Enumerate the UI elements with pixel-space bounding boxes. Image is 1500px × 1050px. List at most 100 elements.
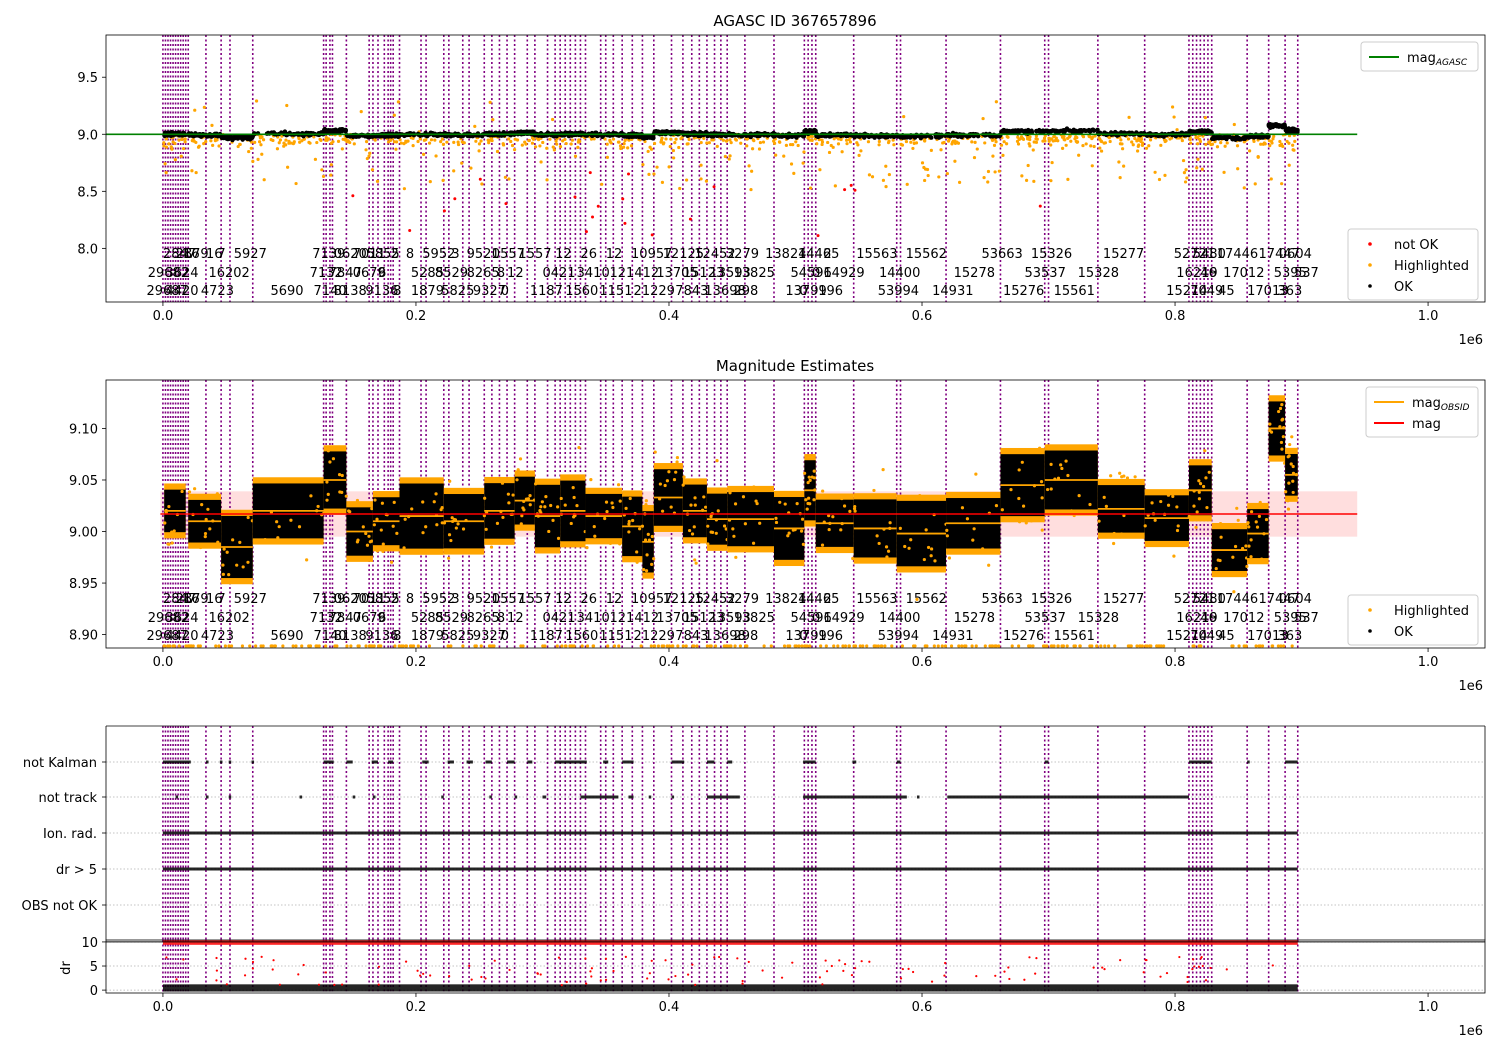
highlighted-point bbox=[1291, 464, 1295, 469]
highlighted-point bbox=[922, 165, 926, 170]
highlighted-point bbox=[538, 509, 542, 513]
ok-point bbox=[1007, 128, 1012, 134]
legend-dot-marker bbox=[1368, 608, 1372, 612]
highlighted-point bbox=[1198, 139, 1203, 144]
highlighted-point bbox=[474, 644, 478, 648]
highlighted-point bbox=[820, 543, 825, 547]
obsid-label: 5480 bbox=[1193, 247, 1226, 262]
highlighted-point bbox=[381, 549, 385, 553]
obsid-label: 7132 bbox=[310, 266, 343, 281]
obsid-label: 17446 bbox=[1217, 592, 1258, 607]
not-ok-point bbox=[842, 969, 845, 973]
highlighted-point bbox=[364, 148, 368, 152]
highlighted-point bbox=[1119, 532, 1124, 536]
highlighted-point bbox=[973, 140, 977, 144]
obsid-label: 298 bbox=[734, 629, 759, 644]
ok-point bbox=[1264, 134, 1269, 139]
highlighted-point bbox=[446, 644, 450, 648]
not-ok-point bbox=[650, 959, 653, 962]
highlighted-point bbox=[251, 159, 255, 163]
highlighted-point bbox=[831, 515, 835, 519]
highlighted-point bbox=[1069, 139, 1073, 143]
highlighted-point bbox=[324, 644, 328, 648]
highlighted-point bbox=[292, 140, 296, 144]
highlighted-point bbox=[706, 542, 710, 546]
highlighted-point bbox=[356, 538, 360, 542]
highlighted-point bbox=[682, 475, 686, 479]
ok-point bbox=[1089, 128, 1095, 133]
highlighted-point bbox=[315, 644, 319, 648]
highlighted-point bbox=[891, 138, 895, 142]
highlighted-point bbox=[887, 172, 891, 177]
highlighted-point bbox=[877, 143, 881, 147]
highlighted-point bbox=[912, 141, 916, 145]
highlighted-point bbox=[483, 496, 487, 500]
not-ok-point bbox=[712, 185, 716, 189]
highlighted-point bbox=[909, 538, 913, 542]
highlighted-point bbox=[953, 141, 958, 146]
not-ok-point bbox=[504, 202, 508, 206]
highlighted-point bbox=[365, 543, 370, 547]
highlighted-point bbox=[1280, 447, 1284, 451]
highlighted-point bbox=[1278, 139, 1282, 144]
obsid-label: 13825 bbox=[734, 266, 775, 281]
highlighted-point bbox=[898, 526, 902, 530]
not-ok-point bbox=[612, 969, 615, 973]
highlighted-point bbox=[577, 445, 581, 450]
highlighted-point bbox=[284, 138, 288, 142]
highlighted-point bbox=[536, 138, 541, 142]
highlighted-point bbox=[1127, 115, 1131, 119]
highlighted-point bbox=[346, 139, 350, 143]
category-label: OBS not OK bbox=[22, 899, 98, 914]
ok-point bbox=[1029, 130, 1035, 135]
highlighted-point bbox=[1049, 462, 1053, 466]
not-ok-point bbox=[718, 955, 721, 959]
obsid-label: 5285 bbox=[411, 266, 444, 281]
x-tick-label: 0.0 bbox=[153, 1000, 174, 1015]
highlighted-point bbox=[840, 496, 844, 501]
highlighted-point bbox=[491, 118, 495, 122]
obsid-label: 3 bbox=[451, 592, 459, 607]
highlighted-point bbox=[1017, 644, 1021, 648]
highlighted-point bbox=[918, 494, 922, 498]
highlighted-point bbox=[1192, 644, 1196, 648]
highlighted-point bbox=[652, 557, 656, 561]
highlighted-point bbox=[193, 108, 197, 112]
highlighted-point bbox=[1015, 139, 1020, 143]
highlighted-point bbox=[801, 542, 806, 547]
obsid-label: 14931 bbox=[932, 629, 973, 644]
obsid-label: 15276 bbox=[1003, 284, 1044, 299]
highlighted-point bbox=[1104, 504, 1108, 508]
highlighted-point bbox=[495, 149, 500, 154]
highlighted-point bbox=[827, 527, 831, 532]
not-ok-point bbox=[816, 234, 820, 238]
highlighted-point bbox=[1281, 644, 1286, 648]
highlighted-point bbox=[796, 143, 800, 148]
highlighted-point bbox=[650, 562, 654, 566]
highlighted-point bbox=[1218, 521, 1223, 526]
highlighted-point bbox=[848, 140, 853, 144]
highlighted-point bbox=[1049, 487, 1053, 491]
highlighted-point bbox=[1056, 476, 1061, 480]
obsid-label: 46 bbox=[1200, 266, 1217, 281]
highlighted-point bbox=[364, 140, 369, 144]
highlighted-point bbox=[669, 505, 673, 509]
highlighted-point bbox=[603, 137, 607, 141]
highlighted-point bbox=[646, 505, 650, 510]
highlighted-point bbox=[573, 154, 578, 158]
obsid-label: 15276 bbox=[1003, 629, 1044, 644]
highlighted-point bbox=[1028, 135, 1032, 139]
highlighted-point bbox=[899, 142, 903, 146]
flag-interval bbox=[628, 795, 634, 799]
not-ok-point bbox=[560, 984, 563, 987]
highlighted-point bbox=[349, 644, 353, 648]
highlighted-point bbox=[1020, 174, 1024, 178]
highlighted-point bbox=[1117, 160, 1121, 164]
ok-point bbox=[1021, 129, 1027, 134]
highlighted-point bbox=[1118, 535, 1122, 539]
highlighted-point bbox=[511, 493, 515, 497]
highlighted-point bbox=[285, 103, 289, 108]
highlighted-point bbox=[909, 140, 913, 144]
highlighted-point bbox=[806, 501, 810, 506]
not-ok-point bbox=[1007, 966, 1010, 969]
